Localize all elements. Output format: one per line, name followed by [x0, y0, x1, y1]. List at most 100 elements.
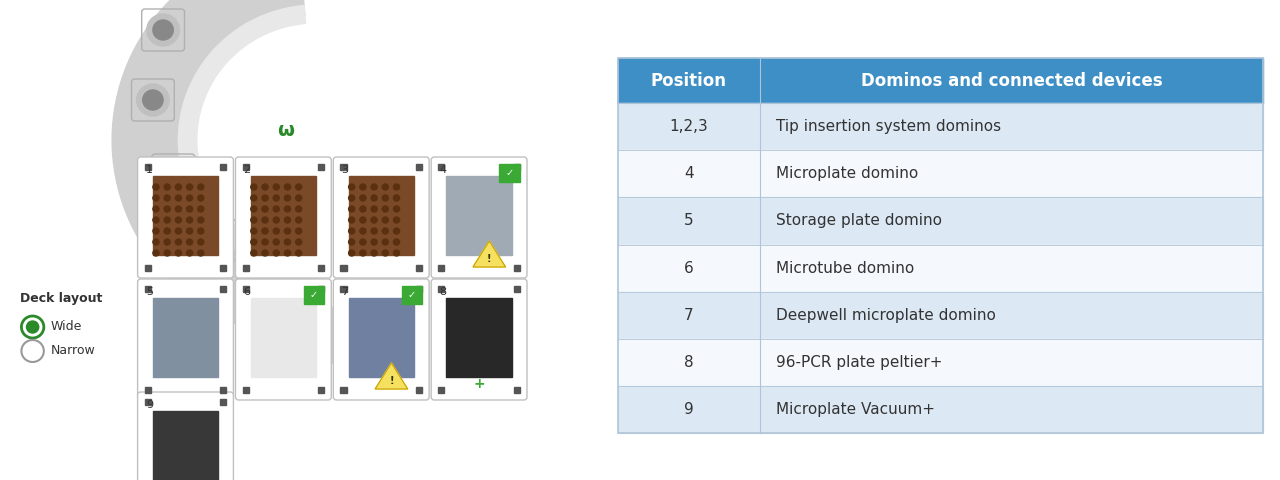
Bar: [145, 265, 151, 271]
Circle shape: [284, 206, 291, 212]
Circle shape: [284, 239, 291, 245]
Bar: [303, 286, 324, 304]
Circle shape: [251, 250, 257, 256]
Circle shape: [360, 217, 366, 223]
Circle shape: [262, 228, 268, 234]
Bar: [152, 298, 218, 377]
Circle shape: [164, 206, 170, 212]
Bar: [618, 386, 1263, 433]
Circle shape: [164, 250, 170, 256]
Bar: [220, 286, 227, 292]
Circle shape: [273, 206, 279, 212]
Circle shape: [348, 206, 355, 212]
Circle shape: [393, 184, 399, 190]
FancyBboxPatch shape: [618, 58, 760, 103]
Bar: [416, 164, 422, 170]
Circle shape: [371, 217, 378, 223]
FancyBboxPatch shape: [236, 157, 332, 278]
Circle shape: [164, 195, 170, 201]
Circle shape: [187, 239, 193, 245]
Circle shape: [371, 250, 378, 256]
Circle shape: [296, 228, 302, 234]
Text: 5: 5: [684, 214, 694, 228]
Circle shape: [27, 321, 38, 333]
Bar: [243, 387, 248, 393]
Bar: [438, 387, 444, 393]
Text: 8: 8: [439, 287, 447, 297]
Bar: [438, 164, 444, 170]
Text: 9: 9: [684, 402, 694, 417]
Bar: [152, 411, 218, 480]
Text: !: !: [389, 376, 394, 386]
Text: ✓: ✓: [408, 290, 416, 300]
Circle shape: [360, 184, 366, 190]
Text: +: +: [474, 377, 485, 391]
Text: 6: 6: [243, 287, 251, 297]
Circle shape: [262, 250, 268, 256]
Circle shape: [175, 206, 182, 212]
Bar: [317, 164, 324, 170]
Text: 9: 9: [146, 400, 152, 410]
Bar: [618, 58, 1263, 103]
Text: 5: 5: [146, 287, 152, 297]
Bar: [243, 164, 248, 170]
Bar: [145, 286, 151, 292]
Circle shape: [137, 84, 169, 116]
FancyBboxPatch shape: [431, 157, 527, 278]
Circle shape: [273, 184, 279, 190]
Circle shape: [371, 195, 378, 201]
Text: ✓: ✓: [310, 290, 317, 300]
Circle shape: [197, 250, 204, 256]
Wedge shape: [178, 5, 316, 275]
Circle shape: [296, 239, 302, 245]
Circle shape: [360, 228, 366, 234]
Circle shape: [284, 184, 291, 190]
Circle shape: [187, 195, 193, 201]
Circle shape: [175, 184, 182, 190]
Text: Wide: Wide: [51, 321, 82, 334]
Circle shape: [284, 217, 291, 223]
Circle shape: [360, 250, 366, 256]
Bar: [618, 244, 1263, 292]
FancyBboxPatch shape: [138, 279, 233, 400]
Circle shape: [393, 217, 399, 223]
Circle shape: [296, 206, 302, 212]
Bar: [243, 286, 248, 292]
Circle shape: [152, 206, 159, 212]
Circle shape: [296, 184, 302, 190]
Text: Microplate domino: Microplate domino: [776, 167, 918, 181]
Bar: [499, 164, 520, 182]
Text: 96-PCR plate peltier+: 96-PCR plate peltier+: [776, 355, 942, 370]
Text: Deck layout: Deck layout: [20, 292, 102, 305]
Text: 4: 4: [439, 165, 447, 175]
Circle shape: [175, 217, 182, 223]
Text: 2: 2: [243, 165, 251, 175]
Circle shape: [152, 20, 173, 40]
Bar: [340, 286, 347, 292]
Circle shape: [273, 250, 279, 256]
Text: ✓: ✓: [506, 168, 513, 178]
Circle shape: [371, 228, 378, 234]
Bar: [618, 292, 1263, 339]
Circle shape: [348, 217, 355, 223]
Circle shape: [371, 206, 378, 212]
Circle shape: [360, 239, 366, 245]
Bar: [251, 298, 316, 377]
Text: Microtube domino: Microtube domino: [776, 261, 914, 276]
Polygon shape: [474, 241, 506, 267]
Bar: [340, 387, 347, 393]
Circle shape: [262, 184, 268, 190]
Circle shape: [284, 195, 291, 201]
Polygon shape: [375, 363, 408, 389]
FancyBboxPatch shape: [431, 279, 527, 400]
Text: Microplate Vacuum+: Microplate Vacuum+: [776, 402, 934, 417]
Circle shape: [251, 217, 257, 223]
Bar: [618, 103, 1263, 150]
Text: Deepwell microplate domino: Deepwell microplate domino: [776, 308, 996, 323]
Circle shape: [197, 224, 230, 256]
Circle shape: [152, 217, 159, 223]
Bar: [447, 176, 512, 255]
Bar: [145, 387, 151, 393]
Circle shape: [393, 206, 399, 212]
Bar: [317, 265, 324, 271]
